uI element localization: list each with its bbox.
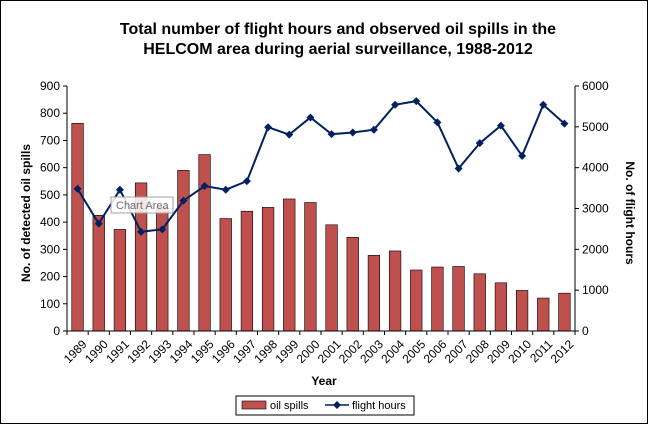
point-flight-hours-2011 <box>539 100 548 109</box>
y-right-tick-label: 1000 <box>582 283 609 297</box>
bar-oil-spills-2008 <box>473 273 486 332</box>
point-flight-hours-2006 <box>433 118 442 127</box>
y-left-tick-label: 700 <box>40 133 60 147</box>
legend-label-oil-spills: oil spills <box>270 400 309 412</box>
chart-title-line-1: Total number of flight hours and observe… <box>120 21 556 38</box>
point-flight-hours-1996 <box>221 185 230 194</box>
legend-label-flight-hours: flight hours <box>352 400 406 412</box>
point-flight-hours-1993 <box>158 225 167 234</box>
bar-oil-spills-1994 <box>177 170 190 332</box>
y-left-tick-label: 200 <box>40 270 60 284</box>
point-flight-hours-2001 <box>327 130 336 139</box>
y-axis-right-title: No. of flight hours <box>623 161 637 265</box>
bar-oil-spills-2001 <box>325 224 338 332</box>
point-flight-hours-2007 <box>454 164 463 173</box>
x-axis-title: Year <box>311 374 337 388</box>
bar-oil-spills-1989 <box>71 122 84 332</box>
y-left-tick-label: 800 <box>40 106 60 120</box>
tooltip-text: Chart Area <box>116 200 169 212</box>
point-flight-hours-2004 <box>391 100 400 109</box>
bar-oil-spills-2003 <box>367 255 381 332</box>
bar-oil-spills-2010 <box>515 290 529 332</box>
bar-oil-spills-2002 <box>346 237 359 332</box>
point-flight-hours-2000 <box>306 113 315 122</box>
point-flight-hours-1995 <box>200 182 209 191</box>
y-left-tick-label: 500 <box>40 188 60 202</box>
y-right-tick-label: 4000 <box>582 161 609 175</box>
bar-oil-spills-1997 <box>240 210 254 332</box>
legend-swatch-flight-hours-marker <box>333 401 341 409</box>
legend: oil spills flight hours <box>235 395 415 416</box>
bar-oil-spills-2012 <box>558 292 571 332</box>
point-flight-hours-1994 <box>179 196 188 205</box>
point-flight-hours-1992 <box>137 227 146 236</box>
point-flight-hours-2012 <box>560 119 569 128</box>
point-flight-hours-2005 <box>412 97 421 106</box>
bar-oil-spills-1991 <box>113 229 127 332</box>
point-flight-hours-2003 <box>369 125 378 134</box>
y-right-tick-label: 3000 <box>582 202 609 216</box>
y-left-tick-label: 0 <box>53 324 60 338</box>
bar-oil-spills-2007 <box>452 266 465 332</box>
point-flight-hours-1990 <box>94 219 103 228</box>
bar-oil-spills-2000 <box>304 202 317 332</box>
y-axis-left-title: No. of detected oil spills <box>19 144 33 282</box>
bar-oil-spills-2004 <box>388 250 402 332</box>
bar-oil-spills-1998 <box>261 207 275 332</box>
point-flight-hours-2002 <box>348 128 357 137</box>
point-flight-hours-2009 <box>496 121 505 130</box>
y-left-tick-label: 100 <box>40 297 60 311</box>
point-flight-hours-1997 <box>242 177 251 186</box>
point-flight-hours-1989 <box>73 184 82 193</box>
bar-oil-spills-1996 <box>219 218 232 332</box>
point-flight-hours-2008 <box>475 139 484 148</box>
bar-oil-spills-2011 <box>537 297 550 332</box>
y-left-tick-label: 300 <box>40 242 60 256</box>
y-right-tick-label: 6000 <box>582 79 609 93</box>
tooltip-box <box>110 196 174 214</box>
bar-oil-spills-1995 <box>198 154 211 332</box>
bar-oil-spills-2009 <box>494 282 508 332</box>
y-left-tick-label: 400 <box>40 215 60 229</box>
chart-area-tooltip: Chart Area <box>110 196 174 214</box>
legend-swatch-oil-spills <box>241 400 267 410</box>
bar-oil-spills-2006 <box>431 266 444 332</box>
point-flight-hours-1991 <box>115 185 124 194</box>
x-tick-label-2012: 2012 <box>548 337 577 366</box>
point-flight-hours-2010 <box>518 151 527 160</box>
y-right-tick-label: 5000 <box>582 120 609 134</box>
point-flight-hours-1998 <box>264 123 273 132</box>
point-flight-hours-1999 <box>285 130 294 139</box>
y-right-tick-label: 2000 <box>582 242 609 256</box>
y-left-tick-label: 600 <box>40 161 60 175</box>
bar-oil-spills-1990 <box>92 215 105 332</box>
y-right-tick-label: 0 <box>582 324 589 338</box>
y-left-tick-label: 900 <box>40 79 60 93</box>
chart-title-line-2: HELCOM area during aerial surveillance, … <box>143 41 533 58</box>
bar-oil-spills-2005 <box>410 269 423 332</box>
bar-oil-spills-1999 <box>283 198 296 332</box>
